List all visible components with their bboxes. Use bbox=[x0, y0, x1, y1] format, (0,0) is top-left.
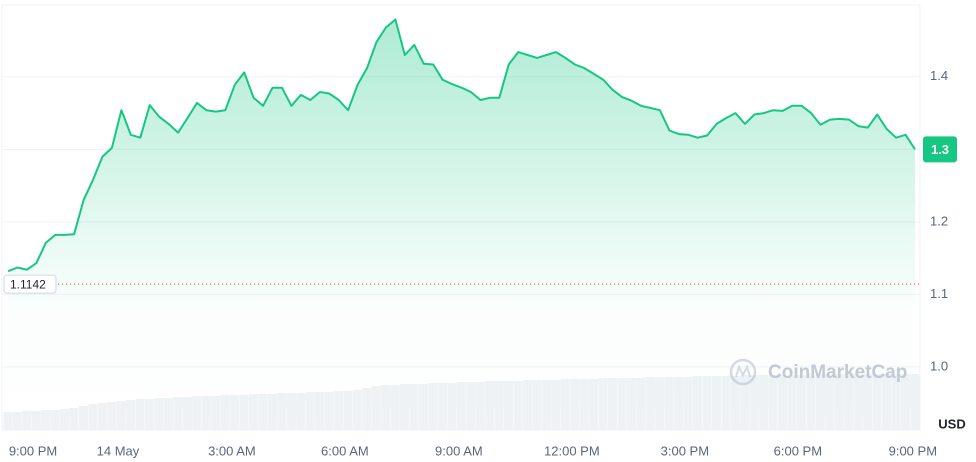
y-tick-label: 1.2 bbox=[930, 213, 948, 228]
x-tick-label: 9:00 PM bbox=[9, 443, 57, 458]
current-price-label: 1.3 bbox=[931, 142, 949, 157]
price-area bbox=[8, 19, 915, 430]
currency-label: USD bbox=[938, 416, 965, 431]
current-price-box bbox=[923, 136, 957, 163]
y-tick-label: 1.1 bbox=[930, 286, 948, 301]
price-line bbox=[7, 18, 916, 273]
open-price-box bbox=[3, 274, 57, 294]
watermark: CoinMarketCap bbox=[768, 362, 907, 383]
x-tick-label: 6:00 AM bbox=[321, 443, 369, 458]
volume-bar bbox=[3, 412, 13, 430]
y-tick-label: 1.4 bbox=[930, 68, 948, 83]
x-tick-label: 12:00 PM bbox=[544, 443, 600, 458]
y-tick-label: 1.0 bbox=[930, 358, 948, 373]
x-tick-label: 9:00 PM bbox=[889, 443, 937, 458]
watermark-logo bbox=[729, 358, 757, 386]
x-tick-label: 6:00 PM bbox=[774, 443, 822, 458]
x-tick-label: 3:00 AM bbox=[208, 443, 256, 458]
x-tick-label: 3:00 PM bbox=[661, 443, 709, 458]
open-price-label: 1.1142 bbox=[10, 277, 46, 291]
x-tick-label: 14 May bbox=[97, 443, 140, 458]
x-tick-label: 9:00 AM bbox=[435, 443, 483, 458]
